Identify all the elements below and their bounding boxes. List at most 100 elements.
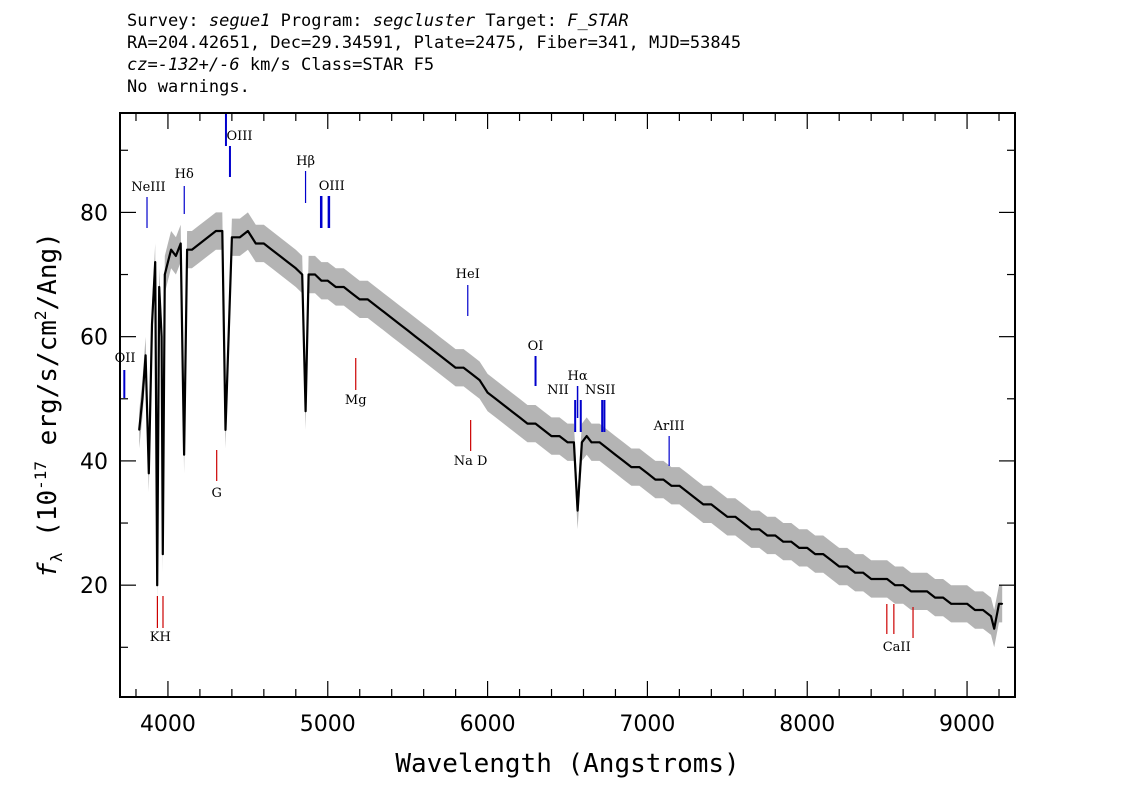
y-axis-cm-exponent: 2	[31, 310, 50, 320]
spectrum-point	[710, 503, 713, 506]
spectrum-point	[147, 472, 150, 475]
spectrum-point	[224, 429, 227, 431]
spectrum-point	[430, 348, 433, 350]
spectrum-point	[581, 441, 583, 444]
spectrum-point	[830, 559, 833, 562]
spectrum-point	[573, 441, 575, 444]
spectrum-point	[156, 584, 159, 587]
spectrum-point	[606, 447, 609, 450]
spectrum-point	[314, 273, 316, 276]
spectrum-point	[278, 255, 281, 257]
spectrum-point	[158, 286, 161, 288]
y-axis-unit-a: (10	[33, 490, 63, 553]
spectrum-point	[307, 273, 310, 276]
spectrum-header: Survey: segue1 Program: segcluster Targe…	[127, 10, 741, 98]
spectrum-point	[542, 429, 545, 431]
spectrum-point	[638, 466, 641, 468]
spectrum-point	[990, 615, 992, 618]
spectral-line-label: ArIII	[653, 419, 685, 434]
cz-value: cz=-132+/-6	[127, 55, 240, 75]
spectrum-point	[766, 534, 769, 537]
x-tick-label: 8000	[779, 712, 835, 737]
x-axis-title: Wavelength (Angstroms)	[395, 749, 739, 779]
spectral-line-label: Hδ	[175, 167, 194, 182]
spectrum-point	[221, 230, 224, 232]
spectrum-point	[958, 602, 960, 605]
spectrum-point	[350, 292, 353, 295]
spectrum-point	[207, 236, 209, 239]
spectrum-point	[518, 416, 521, 419]
spectral-line-label: G	[211, 486, 221, 501]
spectrum-point	[301, 273, 304, 276]
spectrum-point	[414, 335, 417, 338]
spectrum-point	[934, 596, 936, 599]
y-axis-unit-b: erg/s/cm	[33, 320, 63, 461]
y-tick-label: 20	[80, 574, 108, 599]
spectrum-point	[998, 602, 1000, 605]
spectrum-point	[854, 571, 857, 574]
spectrum-point	[614, 453, 617, 456]
spectrum-point	[175, 255, 177, 257]
ticks-layer	[120, 113, 1015, 697]
spectrum-point	[870, 578, 873, 580]
x-tick-label: 4000	[140, 712, 196, 737]
spectrum-point	[510, 410, 513, 413]
survey-value: segue1	[208, 11, 271, 31]
spectrum-point	[654, 478, 657, 481]
spectrum-point	[170, 248, 173, 251]
header-line-4: No warnings.	[127, 77, 250, 97]
spectrum-point	[558, 435, 561, 437]
spectrum-point	[454, 366, 457, 369]
spectrum-point	[161, 553, 164, 555]
spectrum-point	[966, 602, 968, 605]
spectrum-point	[694, 497, 697, 500]
spectrum-point	[926, 590, 928, 593]
spectrum-point	[742, 522, 745, 524]
spectrum-point	[550, 435, 553, 437]
spectrum-point	[790, 540, 793, 543]
spectral-line-label: OIII	[319, 179, 345, 194]
spectrum-point	[822, 553, 825, 555]
spectrum-point	[838, 565, 841, 568]
spectral-line-label: OI	[528, 339, 544, 354]
spectrum-point	[286, 261, 289, 263]
spectrum-point	[254, 242, 257, 245]
spectral-line-label: Na D	[454, 454, 488, 469]
spectrum-point	[342, 286, 345, 288]
spectrum-point	[576, 509, 579, 512]
spectrum-point	[630, 466, 633, 468]
spectrum-point	[494, 397, 497, 400]
spectrum-point	[179, 242, 182, 245]
spectral-line-label: OII	[115, 351, 136, 366]
spectrum-point	[534, 422, 537, 425]
spectral-line-label: KH	[150, 630, 171, 645]
spectrum-point	[398, 323, 401, 326]
spectrum-point	[154, 261, 157, 263]
spectrum-point	[726, 515, 729, 518]
spectrum-point	[894, 584, 896, 587]
spectrum-point	[886, 578, 888, 580]
spectrum-point	[478, 379, 481, 381]
spectrum-point	[262, 242, 265, 245]
spectrum-point	[183, 453, 186, 456]
spectrum-point	[918, 590, 920, 593]
spectrum-point	[910, 590, 912, 593]
spectral-line-label: NSII	[585, 383, 616, 398]
spectrum-point	[446, 360, 449, 363]
spectrum-point	[806, 547, 809, 549]
spectrum-point	[774, 534, 777, 537]
spectrum-point	[320, 279, 323, 282]
spectrum-point	[702, 503, 705, 506]
y-axis-unit-c: /Ang)	[33, 232, 63, 310]
spectrum-line	[138, 229, 1003, 630]
spectrum-point	[374, 304, 377, 307]
spectrum-point	[438, 354, 441, 357]
y-axis-symbol: f	[33, 562, 63, 578]
x-tick-label: 5000	[300, 712, 356, 737]
spectrum-point	[902, 584, 904, 587]
spectrum-point	[878, 578, 881, 580]
spectrum-point	[502, 404, 505, 406]
spectrum-point	[646, 472, 649, 475]
x-tick-label: 6000	[460, 712, 516, 737]
